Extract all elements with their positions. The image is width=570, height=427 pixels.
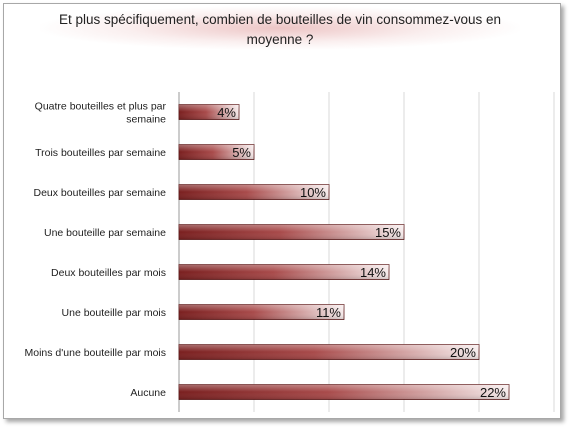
category-label: Quatre bouteilles et plus par: [35, 101, 167, 113]
value-label: 20%: [450, 345, 476, 360]
bar-sheen: [179, 104, 239, 120]
bar-sheen: [179, 144, 254, 160]
category-label: Aucune: [130, 387, 166, 399]
value-label: 4%: [217, 105, 236, 120]
value-label: 11%: [316, 305, 341, 320]
value-label: 15%: [375, 225, 401, 240]
chart-title: Et plus spécifiquement, combien de boute…: [59, 12, 501, 47]
category-label: Moins d'une bouteille par mois: [25, 347, 167, 359]
category-label: Trois bouteilles par semaine: [35, 147, 166, 159]
bar-sheen: [179, 304, 344, 320]
category-label: Deux bouteilles par mois: [51, 267, 166, 279]
value-label: 22%: [480, 385, 506, 400]
bar-sheen: [179, 344, 479, 360]
category-label: Une bouteille par mois: [62, 307, 166, 319]
category-label: semaine: [126, 114, 166, 126]
category-label: Deux bouteilles par semaine: [34, 187, 167, 199]
value-label: 5%: [232, 145, 251, 160]
bar-sheen: [179, 264, 389, 280]
value-label: 14%: [360, 265, 386, 280]
category-label: Une bouteille par semaine: [44, 227, 166, 239]
title-highlight: [40, 6, 520, 50]
bar-sheen: [179, 224, 404, 240]
bar-sheen: [179, 184, 329, 200]
bar-sheen: [179, 384, 509, 400]
value-label: 10%: [300, 185, 326, 200]
